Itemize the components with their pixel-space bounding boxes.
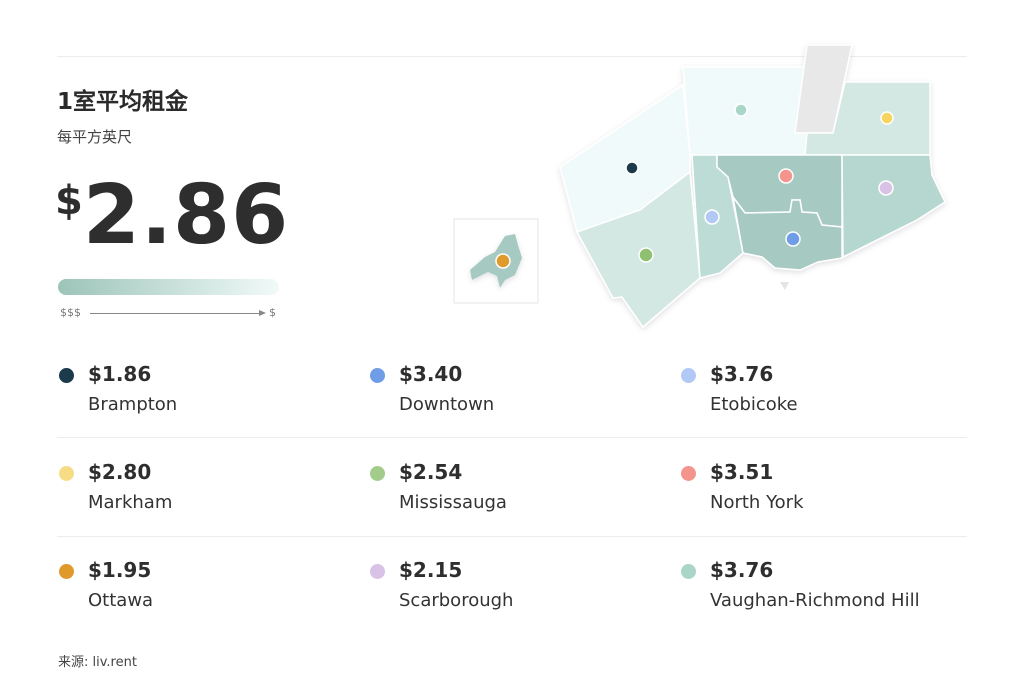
legend-name: Downtown xyxy=(399,394,495,415)
region-scarborough[interactable] xyxy=(841,154,946,259)
scale-cheap-label: $ xyxy=(269,306,276,319)
page-title: 1室平均租金 xyxy=(57,89,189,115)
region-downtown[interactable] xyxy=(732,196,843,271)
legend-dot-icon xyxy=(59,564,74,579)
legend-dot-icon xyxy=(681,466,696,481)
legend-price: $1.86 xyxy=(88,362,152,386)
legend-name: North York xyxy=(710,492,804,513)
island-icon xyxy=(780,282,789,290)
subtitle: 每平方英尺 xyxy=(57,128,133,146)
legend-price: $3.76 xyxy=(710,362,774,386)
scale-expensive-label: $$$ xyxy=(60,306,81,319)
marker-etobicoke xyxy=(704,209,720,225)
legend-dot-icon xyxy=(681,564,696,579)
average-price: $2.86 xyxy=(55,168,289,263)
legend-dot-icon xyxy=(59,466,74,481)
marker-brampton xyxy=(625,161,639,175)
currency-symbol: $ xyxy=(55,178,83,224)
source-note: 来源: liv.rent xyxy=(58,655,137,670)
legend-price: $2.54 xyxy=(399,460,463,484)
legend-name: Mississauga xyxy=(399,492,507,513)
legend-name: Vaughan-Richmond Hill xyxy=(710,590,920,611)
legend-dot-icon xyxy=(681,368,696,383)
legend-dot-icon xyxy=(370,368,385,383)
marker-markham xyxy=(880,111,894,125)
legend-name: Etobicoke xyxy=(710,394,798,415)
legend-price: $3.40 xyxy=(399,362,463,386)
marker-mississauga xyxy=(638,247,654,263)
marker-downtown xyxy=(785,231,801,247)
top-divider xyxy=(57,56,967,57)
legend-dot-icon xyxy=(370,564,385,579)
marker-vaughan xyxy=(734,103,748,117)
marker-ottawa xyxy=(495,253,511,269)
marker-north-york xyxy=(778,168,794,184)
legend-name: Brampton xyxy=(88,394,178,415)
legend-price: $3.51 xyxy=(710,460,774,484)
row-divider xyxy=(57,437,967,438)
region-mississauga[interactable] xyxy=(575,170,701,329)
legend-price: $2.80 xyxy=(88,460,152,484)
legend-name: Scarborough xyxy=(399,590,514,611)
legend-dot-icon xyxy=(59,368,74,383)
scale-arrow-icon xyxy=(90,310,266,316)
average-value: 2.86 xyxy=(82,168,290,263)
legend-name: Markham xyxy=(88,492,173,513)
legend-price: $2.15 xyxy=(399,558,463,582)
price-gradient-bar xyxy=(58,279,279,295)
legend-dot-icon xyxy=(370,466,385,481)
legend-price: $1.95 xyxy=(88,558,152,582)
legend-price: $3.76 xyxy=(710,558,774,582)
marker-scarborough xyxy=(878,180,894,196)
row-divider xyxy=(57,536,967,537)
legend-name: Ottawa xyxy=(88,590,154,611)
